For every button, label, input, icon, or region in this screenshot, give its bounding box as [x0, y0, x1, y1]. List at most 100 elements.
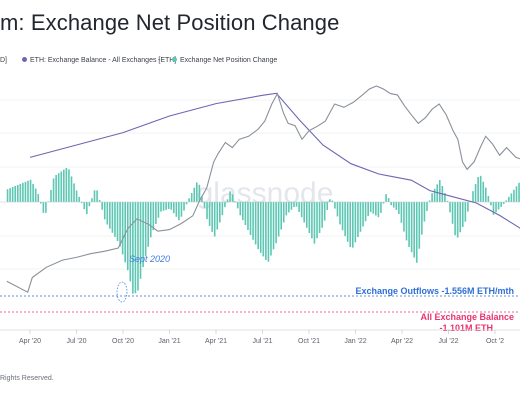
legend-item-dash[interactable]: -: [158, 57, 160, 64]
npc-bar: [262, 202, 265, 257]
npc-bar: [426, 202, 428, 211]
npc-bar: [495, 202, 497, 213]
npc-bar: [323, 202, 326, 221]
sept-annotation: Sept 2020: [129, 254, 170, 264]
npc-bar: [98, 200, 101, 202]
npc-bar: [242, 202, 244, 221]
npc-bar: [467, 202, 469, 212]
x-tick-label: Oct '2: [486, 338, 504, 345]
npc-bar: [451, 202, 454, 224]
npc-bar: [515, 186, 518, 202]
npc-bar: [377, 202, 380, 218]
npc-bar: [60, 171, 63, 202]
x-tick-label: Oct '21: [298, 338, 320, 345]
npc-bar: [275, 202, 277, 244]
npc-bar: [183, 202, 185, 211]
npc-bar: [438, 180, 441, 202]
npc-bar: [111, 202, 114, 233]
chart-title: m: Exchange Net Position Change: [0, 10, 340, 35]
npc-bar: [83, 202, 86, 210]
npc-bar: [423, 202, 426, 222]
npc-bar: [487, 196, 490, 202]
npc-bar: [19, 183, 22, 202]
npc-bar: [479, 175, 482, 202]
x-tick-label: Jan '22: [344, 338, 366, 345]
balance-annotation-line1: All Exchange Balance: [420, 312, 514, 322]
npc-bar: [27, 180, 29, 202]
npc-bar: [221, 202, 224, 216]
npc-bar: [444, 193, 446, 202]
npc-bar: [229, 191, 231, 202]
npc-bar: [91, 198, 93, 202]
npc-bar: [380, 202, 382, 213]
npc-bar: [160, 202, 162, 212]
npc-bar: [518, 182, 520, 202]
npc-bar: [392, 202, 395, 208]
npc-bar: [63, 169, 65, 202]
legend-item-cut[interactable]: D]: [0, 57, 7, 64]
npc-bar: [165, 202, 167, 210]
npc-bar: [24, 181, 27, 202]
npc-bar: [341, 202, 344, 231]
sept-highlight-ellipse: [116, 281, 128, 303]
npc-bar: [482, 181, 485, 202]
npc-bar: [78, 196, 80, 202]
npc-bar: [352, 202, 354, 248]
npc-bar: [431, 193, 433, 202]
legend-item-balance[interactable]: ETH: Exchange Balance - All Exchanges [E…: [22, 57, 176, 64]
npc-bar: [367, 202, 369, 216]
npc-bar: [413, 202, 415, 258]
npc-bar: [201, 196, 203, 202]
npc-bar: [364, 202, 367, 222]
npc-bar: [502, 202, 505, 204]
npc-bar: [157, 202, 160, 218]
npc-bar: [272, 202, 275, 250]
npc-bar: [16, 184, 19, 202]
npc-bar: [505, 200, 508, 202]
npc-bar: [477, 177, 479, 202]
npc-bar: [80, 202, 83, 204]
npc-bar: [37, 194, 40, 202]
npc-bar: [206, 202, 208, 220]
npc-bar: [293, 202, 295, 208]
legend-item-npc[interactable]: Exchange Net Position Change: [172, 57, 277, 64]
npc-bar: [300, 202, 303, 218]
npc-bar: [357, 202, 359, 238]
npc-bar: [334, 202, 336, 209]
x-tick-label: Jul '22: [438, 338, 458, 345]
x-tick-label: Apr '20: [19, 338, 41, 345]
npc-bar: [231, 194, 234, 202]
npc-area: [6, 167, 520, 294]
npc-bar: [226, 199, 229, 202]
x-tick-label: Oct '20: [112, 338, 134, 345]
npc-bar: [321, 202, 323, 228]
npc-bar: [234, 201, 236, 202]
npc-bar: [137, 202, 139, 291]
npc-bar: [101, 202, 103, 210]
npc-bar: [52, 178, 55, 202]
legend-cut-label: D]: [0, 57, 7, 64]
npc-bar: [216, 202, 219, 230]
npc-bar: [346, 202, 349, 242]
npc-bar: [405, 202, 408, 241]
x-tick-label: Apr '22: [391, 338, 413, 345]
npc-bar: [336, 202, 339, 217]
npc-bar: [88, 202, 91, 207]
npc-bar: [42, 202, 45, 213]
npc-bar: [172, 202, 175, 214]
npc-bar: [316, 202, 318, 239]
npc-bar: [126, 202, 129, 271]
npc-bar: [454, 202, 456, 236]
npc-bar: [400, 202, 403, 223]
npc-bar: [464, 202, 467, 222]
npc-bar: [344, 202, 346, 237]
npc-bar: [428, 200, 431, 202]
npc-bar: [387, 198, 390, 202]
balance-annotation-line2: -1.101M ETH: [439, 323, 493, 333]
npc-bar: [395, 202, 398, 210]
legend-balance-label: ETH: Exchange Balance - All Exchanges [E…: [30, 57, 177, 64]
npc-bar: [270, 202, 272, 256]
npc-bar: [208, 202, 211, 226]
npc-bar: [339, 202, 341, 225]
